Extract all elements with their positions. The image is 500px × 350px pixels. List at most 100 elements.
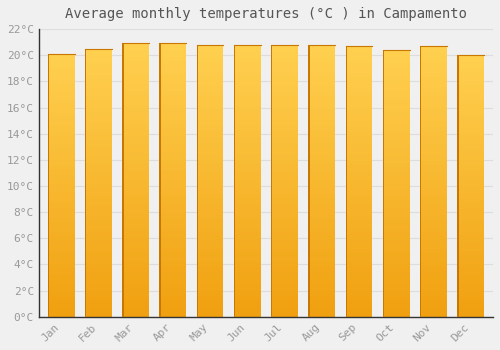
Bar bbox=[383, 107, 409, 110]
Bar bbox=[420, 181, 447, 185]
Bar bbox=[48, 234, 74, 238]
Bar bbox=[271, 103, 298, 106]
Bar bbox=[122, 214, 149, 218]
Bar bbox=[458, 91, 484, 95]
Bar bbox=[346, 100, 372, 104]
Bar bbox=[308, 276, 335, 279]
Bar bbox=[85, 109, 112, 112]
Bar bbox=[383, 257, 409, 260]
Bar bbox=[196, 170, 224, 174]
Bar bbox=[122, 231, 149, 235]
Bar bbox=[420, 313, 447, 317]
Bar bbox=[420, 212, 447, 215]
Bar bbox=[383, 50, 409, 53]
Bar bbox=[383, 117, 409, 120]
Bar bbox=[234, 300, 260, 303]
Bar bbox=[308, 296, 335, 300]
Bar bbox=[122, 112, 149, 115]
Bar bbox=[234, 222, 260, 225]
Bar bbox=[234, 154, 260, 157]
Bar bbox=[160, 67, 186, 71]
Bar bbox=[122, 122, 149, 125]
Bar bbox=[85, 153, 112, 156]
Bar bbox=[85, 300, 112, 303]
Bar bbox=[234, 242, 260, 245]
Bar bbox=[196, 310, 224, 313]
Bar bbox=[308, 249, 335, 252]
Bar bbox=[48, 258, 74, 261]
Bar bbox=[458, 107, 484, 111]
Bar bbox=[122, 142, 149, 146]
Bar bbox=[196, 113, 224, 116]
Bar bbox=[48, 248, 74, 251]
Bar bbox=[458, 278, 484, 281]
Bar bbox=[160, 255, 186, 259]
Bar bbox=[85, 189, 112, 193]
Bar bbox=[160, 78, 186, 81]
Bar bbox=[234, 269, 260, 273]
Bar bbox=[420, 161, 447, 164]
Bar bbox=[85, 243, 112, 246]
Bar bbox=[420, 124, 447, 127]
Bar bbox=[458, 104, 484, 107]
Bar bbox=[458, 183, 484, 186]
Bar bbox=[420, 296, 447, 300]
Bar bbox=[383, 194, 409, 197]
Bar bbox=[383, 150, 409, 153]
Bar bbox=[458, 68, 484, 71]
Bar bbox=[48, 297, 74, 300]
Bar bbox=[308, 310, 335, 313]
Bar bbox=[271, 79, 298, 82]
Bar bbox=[48, 54, 74, 57]
Bar bbox=[160, 190, 186, 194]
Bar bbox=[234, 113, 260, 116]
Bar bbox=[160, 218, 186, 221]
Bar bbox=[308, 300, 335, 303]
Bar bbox=[271, 235, 298, 239]
Bar bbox=[160, 272, 186, 276]
Bar bbox=[85, 99, 112, 102]
Bar bbox=[122, 313, 149, 317]
Bar bbox=[48, 195, 74, 198]
Bar bbox=[196, 157, 224, 160]
Bar bbox=[85, 210, 112, 213]
Bar bbox=[346, 161, 372, 164]
Bar bbox=[122, 238, 149, 242]
Bar bbox=[383, 50, 384, 317]
Bar bbox=[234, 170, 260, 174]
Bar bbox=[48, 284, 74, 287]
Bar bbox=[234, 273, 260, 276]
Bar bbox=[458, 258, 484, 261]
Bar bbox=[271, 58, 298, 62]
Bar bbox=[271, 116, 298, 120]
Bar bbox=[420, 232, 447, 236]
Bar bbox=[420, 303, 447, 307]
Bar bbox=[458, 265, 484, 268]
Bar bbox=[196, 116, 224, 120]
Bar bbox=[48, 120, 74, 123]
Bar bbox=[122, 310, 149, 313]
Bar bbox=[346, 252, 372, 256]
Bar bbox=[420, 164, 447, 168]
Bar bbox=[458, 101, 484, 104]
Bar bbox=[160, 115, 186, 119]
Bar bbox=[458, 232, 484, 235]
Bar bbox=[420, 151, 447, 154]
Bar bbox=[122, 98, 149, 102]
Bar bbox=[85, 276, 112, 280]
Bar bbox=[420, 97, 447, 100]
Bar bbox=[308, 205, 335, 208]
Bar bbox=[234, 252, 260, 256]
Bar bbox=[196, 48, 224, 51]
Bar bbox=[234, 262, 260, 266]
Bar bbox=[85, 199, 112, 203]
Bar bbox=[196, 198, 224, 201]
Bar bbox=[346, 303, 372, 307]
Bar bbox=[85, 52, 112, 55]
Bar bbox=[234, 194, 260, 198]
Bar bbox=[420, 87, 447, 90]
Bar bbox=[196, 201, 224, 205]
Bar bbox=[346, 80, 372, 83]
Bar bbox=[346, 83, 372, 87]
Bar bbox=[458, 251, 484, 255]
